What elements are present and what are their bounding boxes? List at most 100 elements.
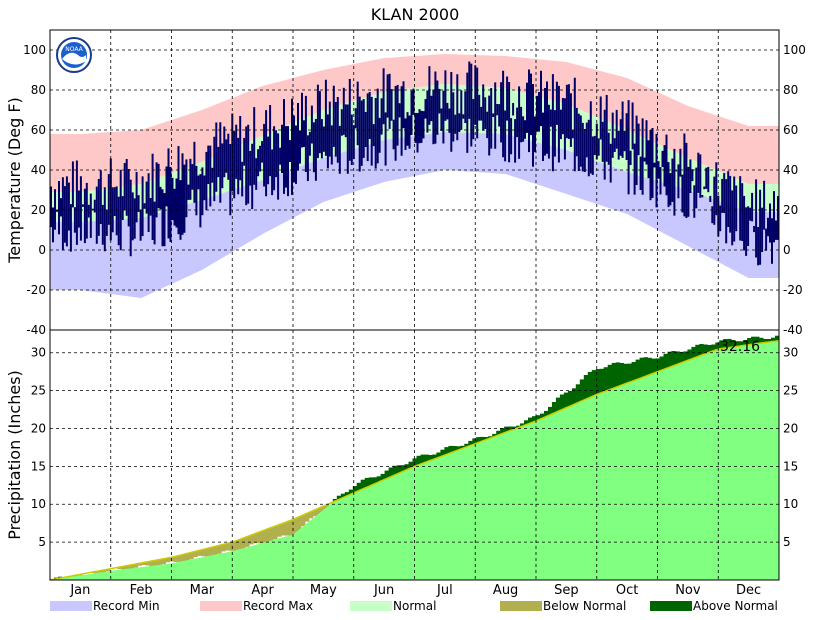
below-normal-bar (273, 526, 278, 540)
below-normal-bar (237, 539, 242, 552)
above-normal-bar (444, 447, 449, 455)
above-normal-bar (524, 420, 529, 425)
above-normal-bar (563, 392, 569, 408)
above-normal-bar (384, 470, 389, 479)
above-normal-bar (763, 339, 768, 343)
above-normal-bar (496, 430, 501, 436)
above-normal-bar (655, 358, 660, 372)
temp-y-tick-label: 40 (31, 163, 46, 177)
above-normal-bar (432, 454, 437, 459)
above-normal-bar (344, 492, 350, 496)
above-normal-bar (683, 351, 688, 362)
below-normal-bar (125, 565, 131, 571)
above-normal-bar (615, 362, 621, 387)
above-normal-bar (751, 336, 756, 345)
above-normal-bar (559, 394, 565, 410)
temp-y-tick-label: 20 (31, 203, 46, 217)
below-normal-bar (249, 535, 254, 545)
above-normal-bar (396, 465, 401, 474)
above-normal-bar (468, 440, 473, 446)
above-normal-bar (332, 499, 338, 502)
above-normal-bar (356, 482, 362, 491)
below-normal-bar (265, 529, 270, 544)
above-normal-bar (619, 363, 625, 386)
temp-y-tick-label-right: 0 (783, 243, 791, 257)
above-normal-bar (775, 335, 780, 341)
month-label: Aug (493, 583, 518, 598)
above-normal-bar (703, 344, 708, 354)
precipitation-y-axis-title: Precipitation (Inches) (5, 370, 24, 540)
above-normal-bar (460, 445, 465, 449)
below-normal-bar (149, 561, 154, 567)
above-normal-bar (659, 356, 664, 371)
precip-y-tick-label-right: 10 (783, 497, 798, 511)
above-normal-bar (651, 358, 656, 374)
above-normal-bar (679, 351, 684, 363)
temp-y-tick-label: 80 (31, 83, 46, 97)
above-normal-bar (536, 415, 541, 420)
below-normal-bar (137, 563, 142, 566)
above-normal-bar (635, 359, 640, 380)
above-normal-bar (631, 362, 636, 381)
above-normal-bar (340, 493, 346, 498)
above-normal-bar (671, 351, 676, 366)
temp-y-tick-label: 60 (31, 123, 46, 137)
precip-y-tick-label: 10 (31, 497, 46, 511)
temp-y-tick-label: -40 (26, 323, 46, 337)
temp-y-tick-label-right: 20 (783, 203, 798, 217)
below-normal-bar (197, 550, 202, 556)
above-normal-bar (755, 336, 760, 344)
above-normal-bar (719, 340, 724, 349)
above-normal-bar (723, 339, 728, 348)
month-axis-labels: Jan Feb Mar Apr May Jun Jul Aug Sep Oct Nov Dec (69, 583, 761, 598)
above-normal-bar (440, 449, 445, 456)
above-normal-bar (715, 342, 720, 350)
temp-y-tick-label-right: 40 (783, 163, 798, 177)
above-normal-bar (476, 437, 481, 443)
above-normal-bar (627, 363, 632, 383)
above-normal-bar (727, 338, 732, 348)
temperature-y-ticks-left: -40 -20 0 20 40 60 80 100 (23, 43, 46, 337)
temperature-y-ticks-right: -40 -20 0 20 40 60 80 100 (783, 43, 806, 337)
legend: Record Min Record Max Normal Below Normal Ab… (50, 599, 778, 613)
temperature-y-axis-title: Temperature (Deg F) (5, 97, 24, 264)
month-label: May (310, 583, 337, 598)
precipitation-y-ticks-right: 5 10 15 20 25 30 (783, 346, 798, 549)
month-label: Sep (554, 583, 579, 598)
above-normal-bar (571, 388, 577, 405)
record-min-band (50, 132, 779, 298)
below-normal-bar (129, 564, 135, 570)
record-max-band (50, 54, 779, 192)
above-normal-bar (591, 370, 597, 396)
legend-label: Record Max (243, 599, 313, 613)
precip-y-tick-label-right: 15 (783, 459, 798, 473)
below-normal-bar (213, 546, 218, 556)
below-normal-bar (316, 508, 322, 515)
below-normal-bar (225, 543, 230, 551)
below-normal-bar (117, 567, 123, 570)
above-normal-bar (336, 495, 342, 500)
precipitation-y-ticks-left: 5 10 15 20 25 30 (31, 346, 46, 549)
below-normal-bar (181, 554, 186, 563)
above-normal-bar (595, 369, 601, 394)
above-normal-bar (508, 426, 513, 431)
below-normal-bar (253, 533, 258, 544)
above-normal-bar (607, 364, 613, 390)
precip-y-tick-label-right: 5 (783, 535, 791, 549)
above-normal-bar (695, 344, 700, 357)
below-normal-bar (217, 545, 222, 554)
month-label: Feb (130, 583, 153, 598)
above-normal-bar (771, 337, 776, 342)
above-normal-bar (675, 351, 680, 365)
legend-label: Above Normal (693, 599, 778, 613)
above-normal-bar (492, 433, 497, 437)
above-normal-bar (587, 371, 593, 398)
above-normal-bar (611, 362, 617, 388)
above-normal-bar (416, 455, 421, 465)
month-label: Dec (736, 583, 761, 598)
above-normal-bar (404, 464, 409, 470)
below-normal-bar (297, 516, 302, 531)
above-normal-bar (360, 479, 366, 489)
above-normal-bar (516, 425, 521, 428)
below-normal-bar (320, 506, 326, 513)
